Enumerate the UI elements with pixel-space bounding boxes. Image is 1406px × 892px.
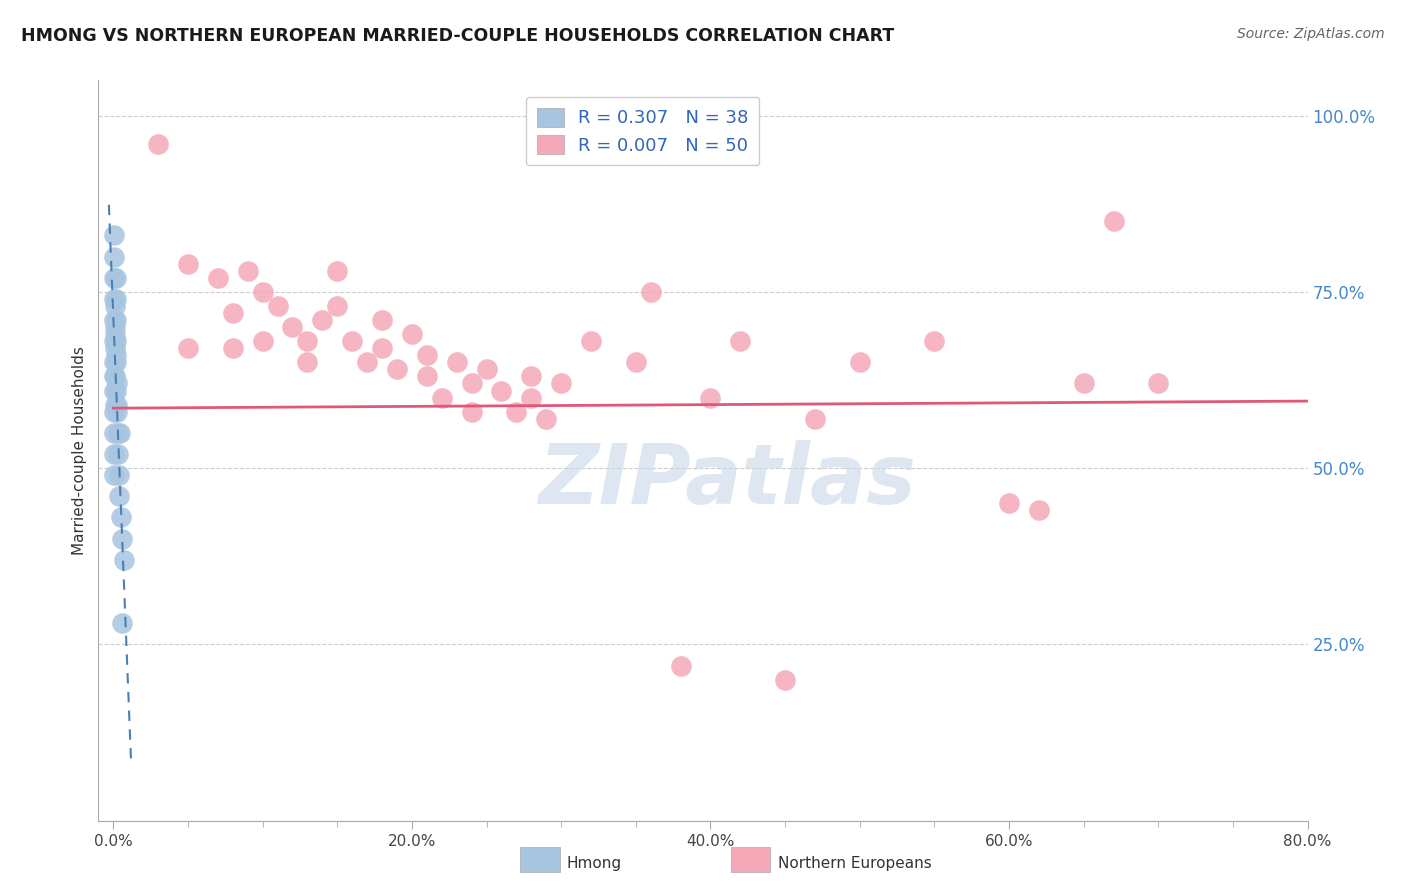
Point — [536, 411, 558, 425]
Point — [108, 425, 131, 440]
Point — [460, 405, 482, 419]
Point — [177, 257, 200, 271]
Point — [460, 376, 482, 391]
Point — [475, 362, 498, 376]
Point — [520, 369, 543, 384]
Point — [105, 376, 128, 391]
Point — [252, 334, 274, 348]
Point — [105, 384, 128, 398]
Point — [848, 355, 870, 369]
Point — [177, 341, 200, 355]
Point — [236, 263, 259, 277]
Point — [105, 405, 128, 419]
Point — [371, 341, 394, 355]
Point — [103, 468, 125, 483]
Point — [297, 355, 319, 369]
Point — [520, 391, 543, 405]
Point — [266, 299, 288, 313]
Point — [105, 348, 128, 362]
Point — [104, 398, 127, 412]
Point — [998, 496, 1021, 510]
Point — [103, 405, 125, 419]
Point — [104, 299, 127, 313]
Point — [416, 369, 439, 384]
Point — [103, 327, 125, 342]
Point — [281, 320, 304, 334]
Point — [112, 553, 135, 567]
Point — [103, 369, 125, 384]
Point — [401, 327, 423, 342]
Point — [1102, 214, 1125, 228]
Text: Northern Europeans: Northern Europeans — [778, 856, 931, 871]
Point — [107, 447, 129, 461]
Point — [103, 313, 125, 327]
Point — [669, 658, 692, 673]
Point — [1147, 376, 1170, 391]
Point — [446, 355, 468, 369]
Point — [104, 369, 127, 384]
Point — [624, 355, 647, 369]
Point — [103, 334, 125, 348]
Point — [103, 384, 125, 398]
Point — [550, 376, 572, 391]
Point — [146, 136, 169, 151]
Legend: R = 0.307   N = 38, R = 0.007   N = 50: R = 0.307 N = 38, R = 0.007 N = 50 — [526, 96, 759, 165]
Point — [103, 447, 125, 461]
Point — [311, 313, 333, 327]
Text: HMONG VS NORTHERN EUROPEAN MARRIED-COUPLE HOUSEHOLDS CORRELATION CHART: HMONG VS NORTHERN EUROPEAN MARRIED-COUPL… — [21, 27, 894, 45]
Point — [207, 270, 229, 285]
Point — [356, 355, 378, 369]
Point — [699, 391, 721, 405]
Point — [924, 334, 946, 348]
Point — [111, 532, 134, 546]
Point — [340, 334, 363, 348]
Point — [1028, 503, 1050, 517]
Point — [110, 510, 132, 524]
Point — [110, 616, 132, 631]
Point — [326, 299, 349, 313]
Point — [730, 334, 752, 348]
Point — [103, 355, 125, 369]
Text: Hmong: Hmong — [567, 856, 621, 871]
Point — [104, 341, 127, 355]
Point — [416, 348, 439, 362]
Point — [103, 228, 125, 243]
Point — [326, 263, 349, 277]
Point — [103, 270, 125, 285]
Point — [105, 355, 128, 369]
Point — [773, 673, 796, 687]
Point — [103, 250, 125, 264]
Point — [107, 425, 129, 440]
Point — [222, 306, 245, 320]
Point — [105, 334, 128, 348]
Y-axis label: Married-couple Households: Married-couple Households — [72, 346, 87, 555]
Text: Source: ZipAtlas.com: Source: ZipAtlas.com — [1237, 27, 1385, 41]
Point — [385, 362, 408, 376]
Point — [104, 292, 127, 306]
Point — [430, 391, 453, 405]
Point — [104, 270, 127, 285]
Point — [107, 468, 129, 483]
Point — [505, 405, 527, 419]
Point — [1073, 376, 1095, 391]
Text: ZIPatlas: ZIPatlas — [538, 440, 917, 521]
Point — [252, 285, 274, 299]
Point — [579, 334, 602, 348]
Point — [297, 334, 319, 348]
Point — [371, 313, 394, 327]
Point — [104, 313, 127, 327]
Point — [804, 411, 827, 425]
Point — [108, 489, 131, 503]
Point — [105, 398, 128, 412]
Point — [640, 285, 662, 299]
Point — [222, 341, 245, 355]
Point — [104, 320, 127, 334]
Point — [103, 292, 125, 306]
Point — [103, 425, 125, 440]
Point — [491, 384, 513, 398]
